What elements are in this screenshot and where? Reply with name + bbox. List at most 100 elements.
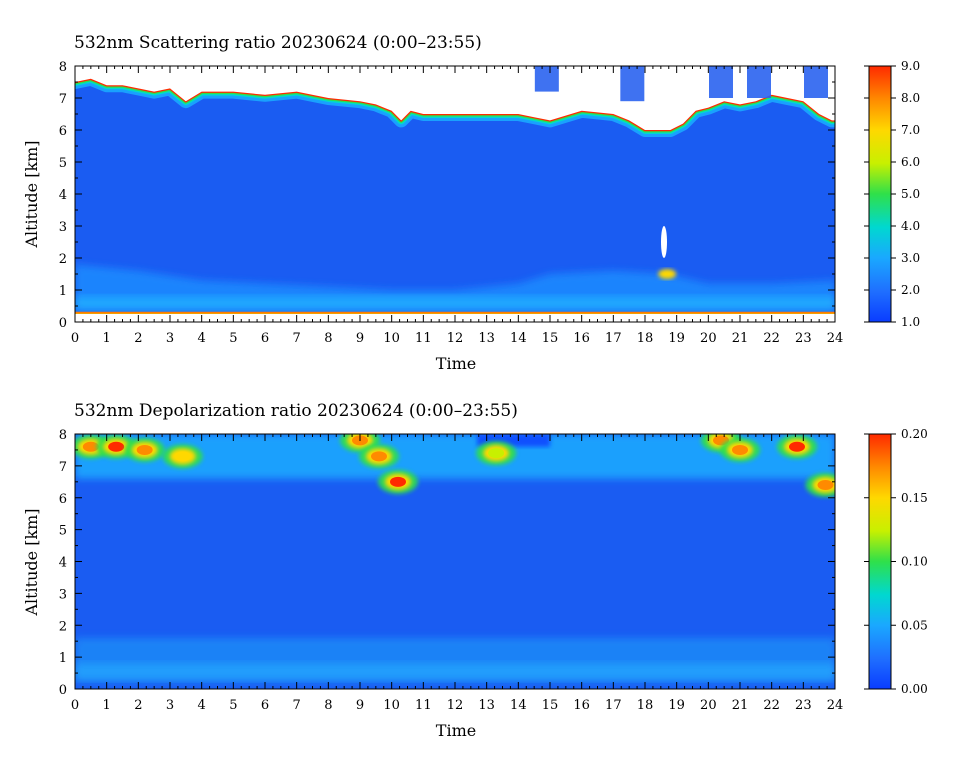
colorbar-tick-label: 7.0 xyxy=(901,123,920,137)
x-tick-label: 6 xyxy=(261,698,269,713)
y-axis-label: Altitude [km] xyxy=(22,140,41,248)
x-axis-label: Time xyxy=(436,721,476,740)
colorbar-tick-label: 4.0 xyxy=(901,219,920,233)
x-tick-label: 1 xyxy=(103,698,111,713)
x-tick-label: 13 xyxy=(478,698,495,713)
x-tick-label: 20 xyxy=(700,698,717,713)
y-tick-label: 8 xyxy=(59,428,67,443)
x-tick-label: 9 xyxy=(356,698,364,713)
depol-hotspot xyxy=(789,441,805,452)
y-axis-label: Altitude [km] xyxy=(22,508,41,616)
x-tick-label: 2 xyxy=(134,331,142,346)
colorbar-tick-label: 3.0 xyxy=(901,251,920,265)
x-tick-label: 18 xyxy=(637,698,654,713)
x-tick-label: 14 xyxy=(510,698,527,713)
depol-hotspot xyxy=(732,444,748,455)
depolarization-ratio-panel: 532nm Depolarization ratio 20230624 (0:0… xyxy=(22,401,928,740)
x-tick-label: 6 xyxy=(261,331,269,346)
depol-hotspot xyxy=(817,480,834,490)
y-tick-label: 8 xyxy=(59,60,67,75)
x-axis-label: Time xyxy=(436,354,476,373)
chart-title: 532nm Scattering ratio 20230624 (0:00–23… xyxy=(74,33,482,53)
x-tick-label: 22 xyxy=(763,698,780,713)
colorbar-tick-label: 2.0 xyxy=(901,283,920,297)
colorbar-tick-label: 6.0 xyxy=(901,155,920,169)
colorbar xyxy=(868,65,892,323)
cloud-gap xyxy=(804,66,828,98)
y-tick-label: 6 xyxy=(59,124,67,139)
x-tick-label: 24 xyxy=(827,331,844,346)
cloud-gap xyxy=(620,66,645,102)
aerosol-layer xyxy=(75,663,835,680)
x-tick-label: 23 xyxy=(795,698,812,713)
x-tick-label: 7 xyxy=(293,698,301,713)
colorbar-tick-label: 9.0 xyxy=(901,59,920,73)
colorbar-tick-label: 0.05 xyxy=(901,618,928,632)
chart-title: 532nm Depolarization ratio 20230624 (0:0… xyxy=(74,401,518,421)
y-tick-label: 3 xyxy=(59,587,67,602)
colorbar-tick-label: 0.00 xyxy=(901,682,928,696)
colorbar-ticks: 0.00 0.05 0.10 0.15 0.20 xyxy=(864,427,928,696)
x-tick-label: 0 xyxy=(71,331,79,346)
x-tick-label: 20 xyxy=(700,331,717,346)
colorbar-tick-label: 0.20 xyxy=(901,427,928,441)
x-tick-label: 5 xyxy=(229,331,237,346)
x-tick-label: 2 xyxy=(134,698,142,713)
x-tick-label: 15 xyxy=(542,698,559,713)
x-tick-label: 5 xyxy=(229,698,237,713)
x-tick-label: 0 xyxy=(71,698,79,713)
colorbar-tick-label: 1.0 xyxy=(901,315,920,329)
y-tick-label: 0 xyxy=(59,316,67,331)
x-tick-label: 3 xyxy=(166,331,174,346)
y-tick-label: 4 xyxy=(59,188,67,203)
x-tick-label: 10 xyxy=(383,331,400,346)
x-tick-label: 4 xyxy=(198,331,206,346)
x-tick-label: 16 xyxy=(573,331,590,346)
y-tick-label: 5 xyxy=(59,156,67,171)
depol-hotspot xyxy=(371,451,387,462)
x-tick-label: 1 xyxy=(103,331,111,346)
heatmap-field xyxy=(75,66,835,322)
axis-ticks: 0 1 2 3 4 5 6 7 8 9 10 11 12 13 14 15 16 17 18 19 20 21 22 23 24… xyxy=(59,428,844,713)
cloud-gap xyxy=(747,66,771,98)
x-tick-label: 21 xyxy=(732,331,749,346)
cloud-gap xyxy=(534,66,559,92)
heatmap-field xyxy=(75,434,835,689)
x-tick-label: 19 xyxy=(668,331,685,346)
y-tick-label: 7 xyxy=(59,92,67,107)
x-tick-label: 17 xyxy=(605,698,622,713)
y-tick-label: 5 xyxy=(59,524,67,539)
x-tick-label: 4 xyxy=(198,698,206,713)
x-tick-label: 19 xyxy=(668,698,685,713)
cloud-saturated xyxy=(75,66,835,130)
x-tick-label: 12 xyxy=(447,331,464,346)
x-tick-label: 21 xyxy=(732,698,749,713)
y-tick-label: 6 xyxy=(59,492,67,507)
colorbar-tick-label: 5.0 xyxy=(901,187,920,201)
y-tick-label: 4 xyxy=(59,556,67,571)
depol-hotspot xyxy=(82,441,99,452)
x-tick-label: 10 xyxy=(383,698,400,713)
x-tick-label: 11 xyxy=(415,331,432,346)
x-tick-label: 23 xyxy=(795,331,812,346)
depol-hotspot xyxy=(174,451,191,462)
x-tick-label: 11 xyxy=(415,698,432,713)
colorbar-tick-label: 0.10 xyxy=(901,555,928,569)
x-tick-label: 17 xyxy=(605,331,622,346)
x-tick-label: 7 xyxy=(293,331,301,346)
x-tick-label: 8 xyxy=(324,331,332,346)
axis-ticks: 0 1 2 3 4 5 6 7 8 9 10 11 12 13 14 15 16 17 18 19 20 21 22 23 24… xyxy=(59,60,844,346)
y-tick-label: 7 xyxy=(59,460,67,475)
colorbar xyxy=(868,433,892,690)
x-tick-label: 9 xyxy=(356,331,364,346)
x-tick-label: 8 xyxy=(324,698,332,713)
y-tick-label: 2 xyxy=(59,619,67,634)
x-tick-label: 13 xyxy=(478,331,495,346)
aerosol-feature xyxy=(658,269,677,279)
y-tick-label: 1 xyxy=(59,651,67,666)
scattering-ratio-panel: 532nm Scattering ratio 20230624 (0:00–23… xyxy=(22,33,920,373)
x-tick-label: 12 xyxy=(447,698,464,713)
x-tick-label: 3 xyxy=(166,698,174,713)
near-ground-band xyxy=(75,311,835,315)
